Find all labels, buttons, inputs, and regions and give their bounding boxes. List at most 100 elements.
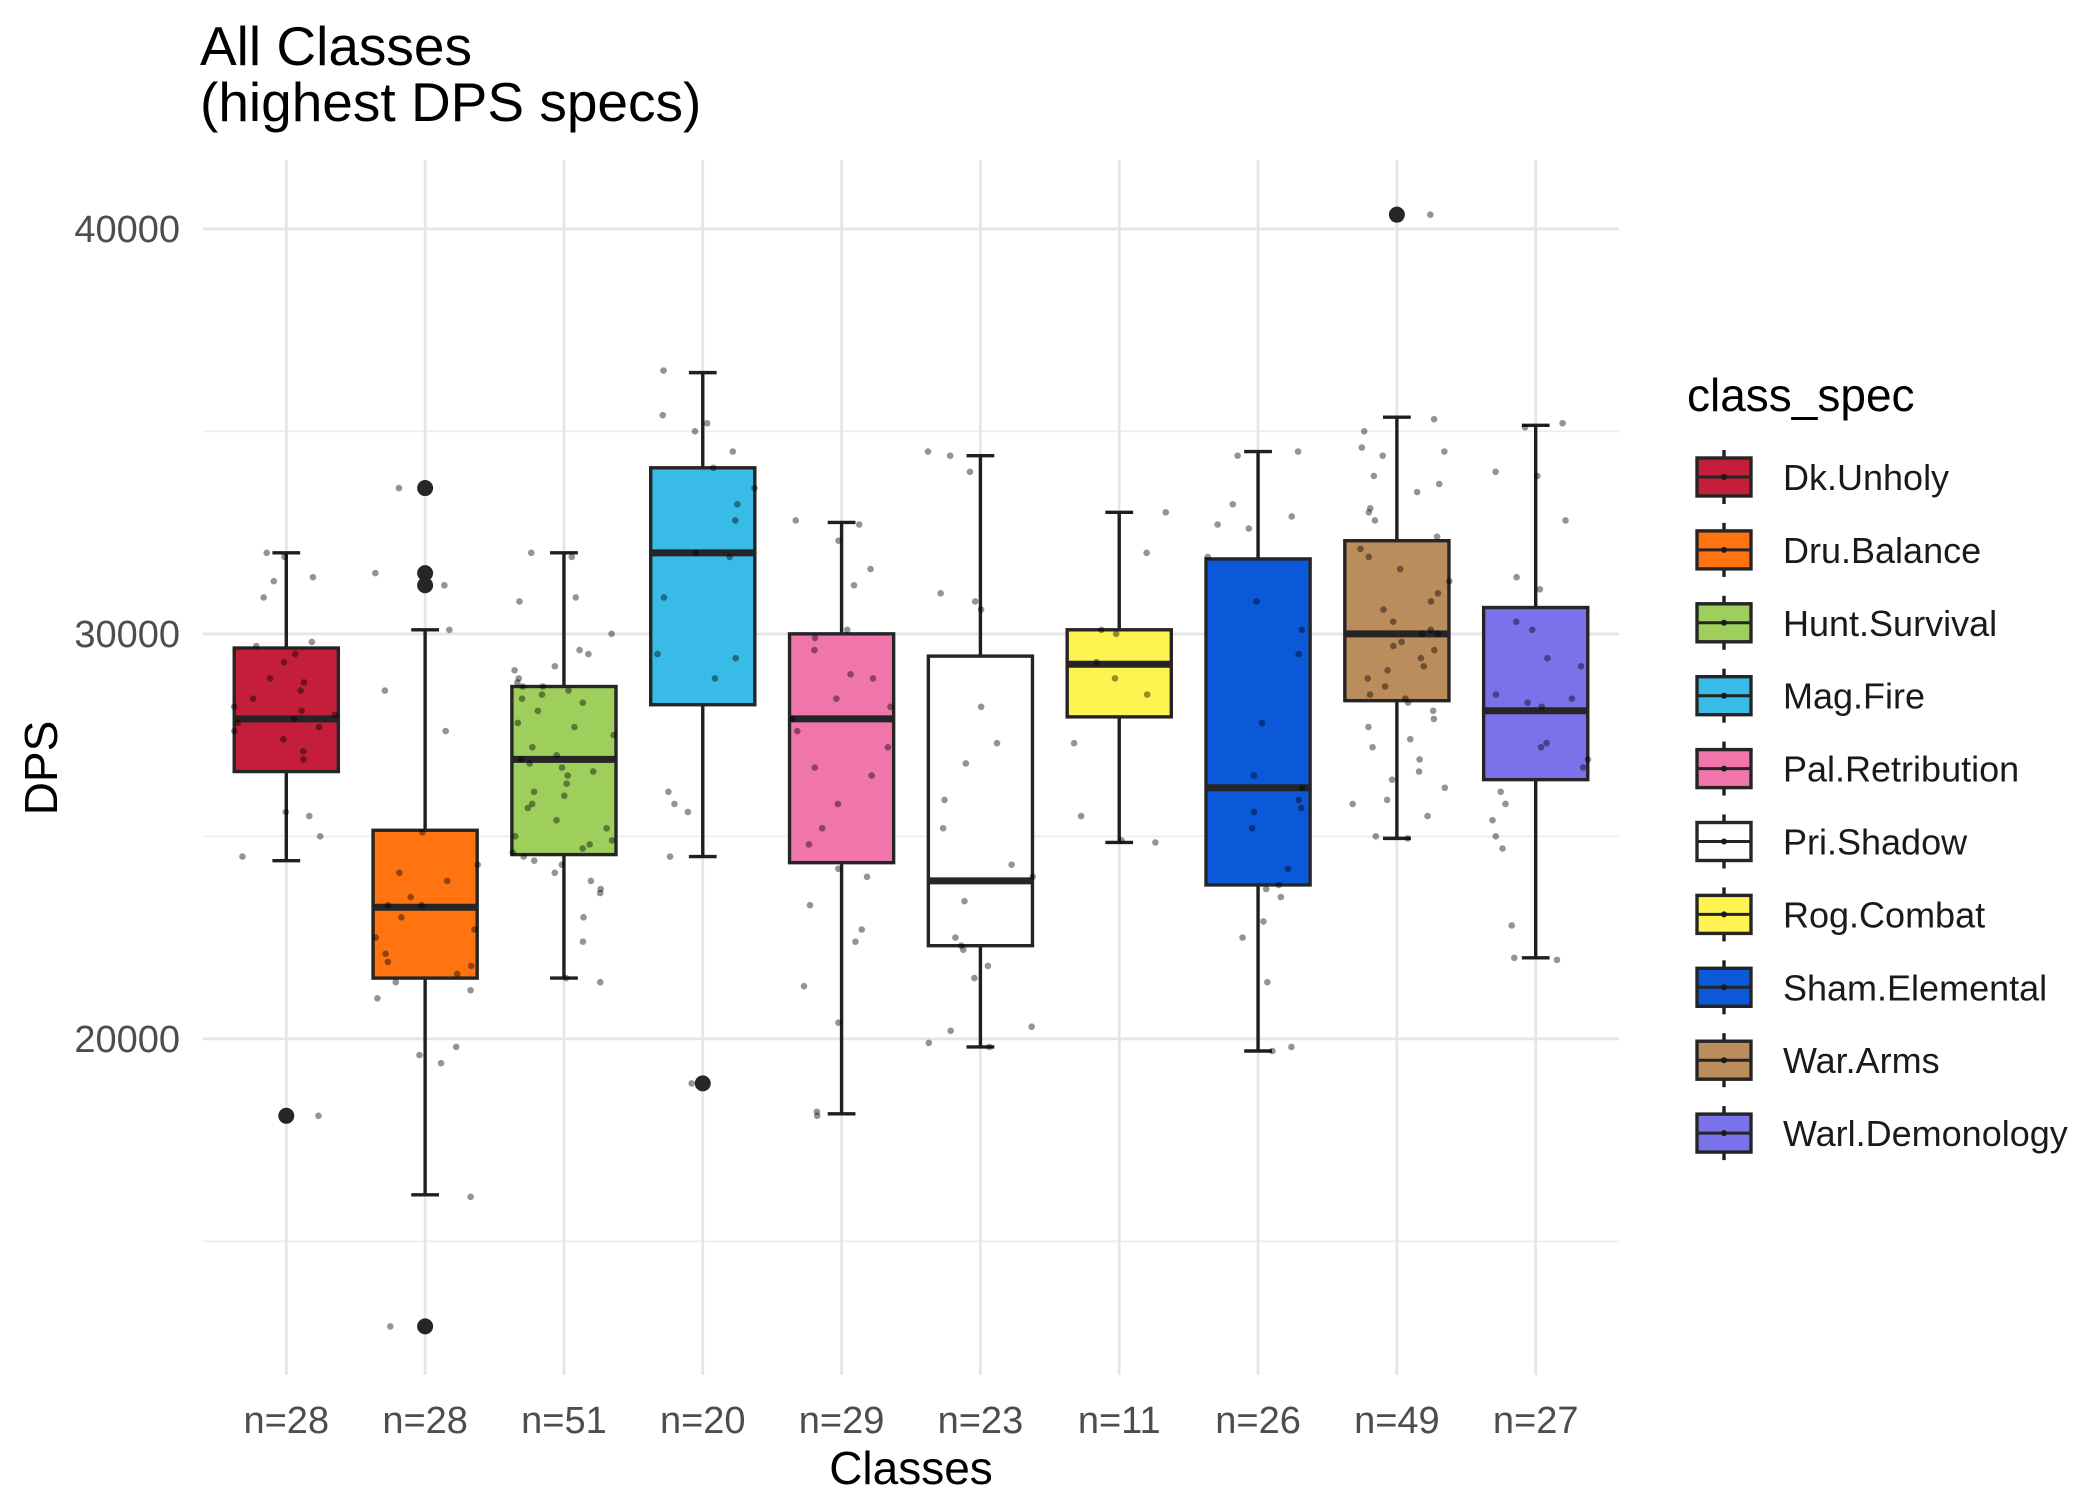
jitter-point-sham-elemental [1277,893,1285,901]
jitter-point-warl-demonology [1492,833,1500,840]
legend-key-warl-demonology: Warl.Demonology [1695,1106,2068,1161]
jitter-point-war-arms [1380,606,1387,613]
jitter-point-war-arms [1365,509,1373,516]
jitter-point-warl-demonology [1543,739,1550,747]
jitter-point-war-arms [1441,448,1448,455]
jitter-point-war-arms [1384,667,1391,674]
jitter-point-war-arms [1430,415,1438,423]
jitter-point-warl-demonology [1568,695,1576,702]
jitter-point-hunt-survival [527,549,535,557]
jitter-point-pal-retribution [794,727,801,735]
jitter-point-war-arms [1415,768,1423,775]
jitter-point-war-arms [1366,691,1374,698]
jitter-point-warl-demonology [1521,424,1529,431]
y-axis-title: DPS [15,721,67,816]
jitter-point-sham-elemental [1250,808,1258,816]
iqr-box [649,466,757,707]
jitter-point-warl-demonology [1537,743,1545,751]
iqr-box [1343,539,1451,703]
jitter-point-dru-balance [382,950,389,958]
y-tick-label: 30000 [74,614,180,656]
y-axis-tick-labels: 20000 30000 40000 [74,209,180,1061]
jitter-point-war-arms [1429,707,1437,715]
jitter-point-mag-fire [671,800,678,808]
x-tick-label: n=29 [799,1400,885,1442]
jitter-point-hunt-survival [572,594,580,601]
jitter-point-sham-elemental [1229,500,1237,508]
legend-label: Sham.Elemental [1783,967,2047,1008]
jitter-point-rog-combat [1112,630,1120,638]
jitter-point-pri-shadow [960,946,967,954]
jitter-point-dru-balance [467,986,474,994]
jitter-point-dru-balance [446,626,453,634]
jitter-point-rog-combat [1070,739,1078,747]
jitter-point-war-arms [1349,800,1356,808]
jitter-point-hunt-survival [524,804,532,812]
jitter-point-dk-unholy [291,650,299,658]
jitter-point-pal-retribution [867,565,874,573]
jitter-point-mag-fire [666,853,674,860]
jitter-point-warl-demonology [1489,816,1496,824]
jitter-point-warl-demonology [1502,800,1509,808]
jitter-point-dru-balance [384,901,392,909]
jitter-point-warl-demonology [1562,517,1569,524]
jitter-point-war-arms [1381,683,1389,690]
panel-grid [203,160,1619,1375]
jitter-point-dru-balance [467,962,475,970]
jitter-point-pri-shadow [962,760,970,767]
jitter-point-warl-demonology [1544,654,1551,662]
jitter-point-war-arms [1366,505,1374,512]
jitter-point-hunt-survival [558,764,566,771]
jitter-point-mag-fire [732,517,739,524]
legend-key-point [1721,984,1727,991]
jitter-point-dk-unholy [281,553,288,561]
jitter-point-pri-shadow [947,1027,954,1035]
jitter-point-sham-elemental [1294,448,1302,455]
jitter-point-mag-fire [660,594,668,601]
jitter-point-hunt-survival [551,662,559,670]
jitter-point-pal-retribution [869,675,877,682]
jitter-point-pal-retribution [813,1112,821,1120]
jitter-point-warl-demonology [1577,662,1585,670]
jitter-point-war-arms [1435,480,1443,488]
jitter-point-hunt-survival [516,598,523,605]
jitter-point-dru-balance [437,1059,445,1067]
jitter-point-war-arms [1364,675,1372,682]
jitter-point-hunt-survival [538,691,546,698]
jitter-point-pal-retribution [835,537,842,544]
jitter-point-hunt-survival [603,824,610,832]
jitter-point-dk-unholy [297,687,304,694]
jitter-point-dru-balance [387,1323,394,1330]
jitter-point-sham-elemental [1295,650,1302,658]
jitter-point-pal-retribution [818,824,826,832]
jitter-point-hunt-survival [564,772,571,779]
jitter-point-war-arms [1396,565,1404,573]
jitter-point-war-arms [1390,642,1397,650]
jitter-point-dru-balance [392,978,400,986]
jitter-point-sham-elemental [1298,804,1305,812]
jitter-point-pal-retribution [811,764,819,771]
jitter-point-war-arms [1420,662,1428,670]
jitter-point-war-arms [1418,630,1426,638]
jitter-point-mag-fire [711,675,719,682]
jitter-point-war-arms [1417,654,1425,662]
jitter-point-hunt-survival [539,683,547,690]
jitter-point-pal-retribution [843,626,851,634]
jitter-point-hunt-survival [530,788,538,796]
x-tick-label: n=20 [660,1400,746,1442]
outlier-point [417,565,434,582]
jitter-point-pri-shadow [971,598,979,605]
legend-key-point [1721,546,1727,553]
jitter-point-war-arms [1404,699,1412,706]
jitter-point-warl-demonology [1508,922,1516,929]
x-tick-label: n=49 [1354,1400,1440,1442]
jitter-point-dk-unholy [249,695,257,702]
jitter-point-hunt-survival [528,800,536,808]
jitter-point-rog-combat [1077,812,1085,820]
legend-key-rog-combat: Rog.Combat [1695,887,1985,942]
jitter-point-pri-shadow [946,452,954,459]
box-mag-fire [649,370,757,1092]
jitter-point-mag-fire [684,808,692,816]
jitter-point-dru-balance [395,484,403,492]
jitter-point-hunt-survival [526,760,533,767]
